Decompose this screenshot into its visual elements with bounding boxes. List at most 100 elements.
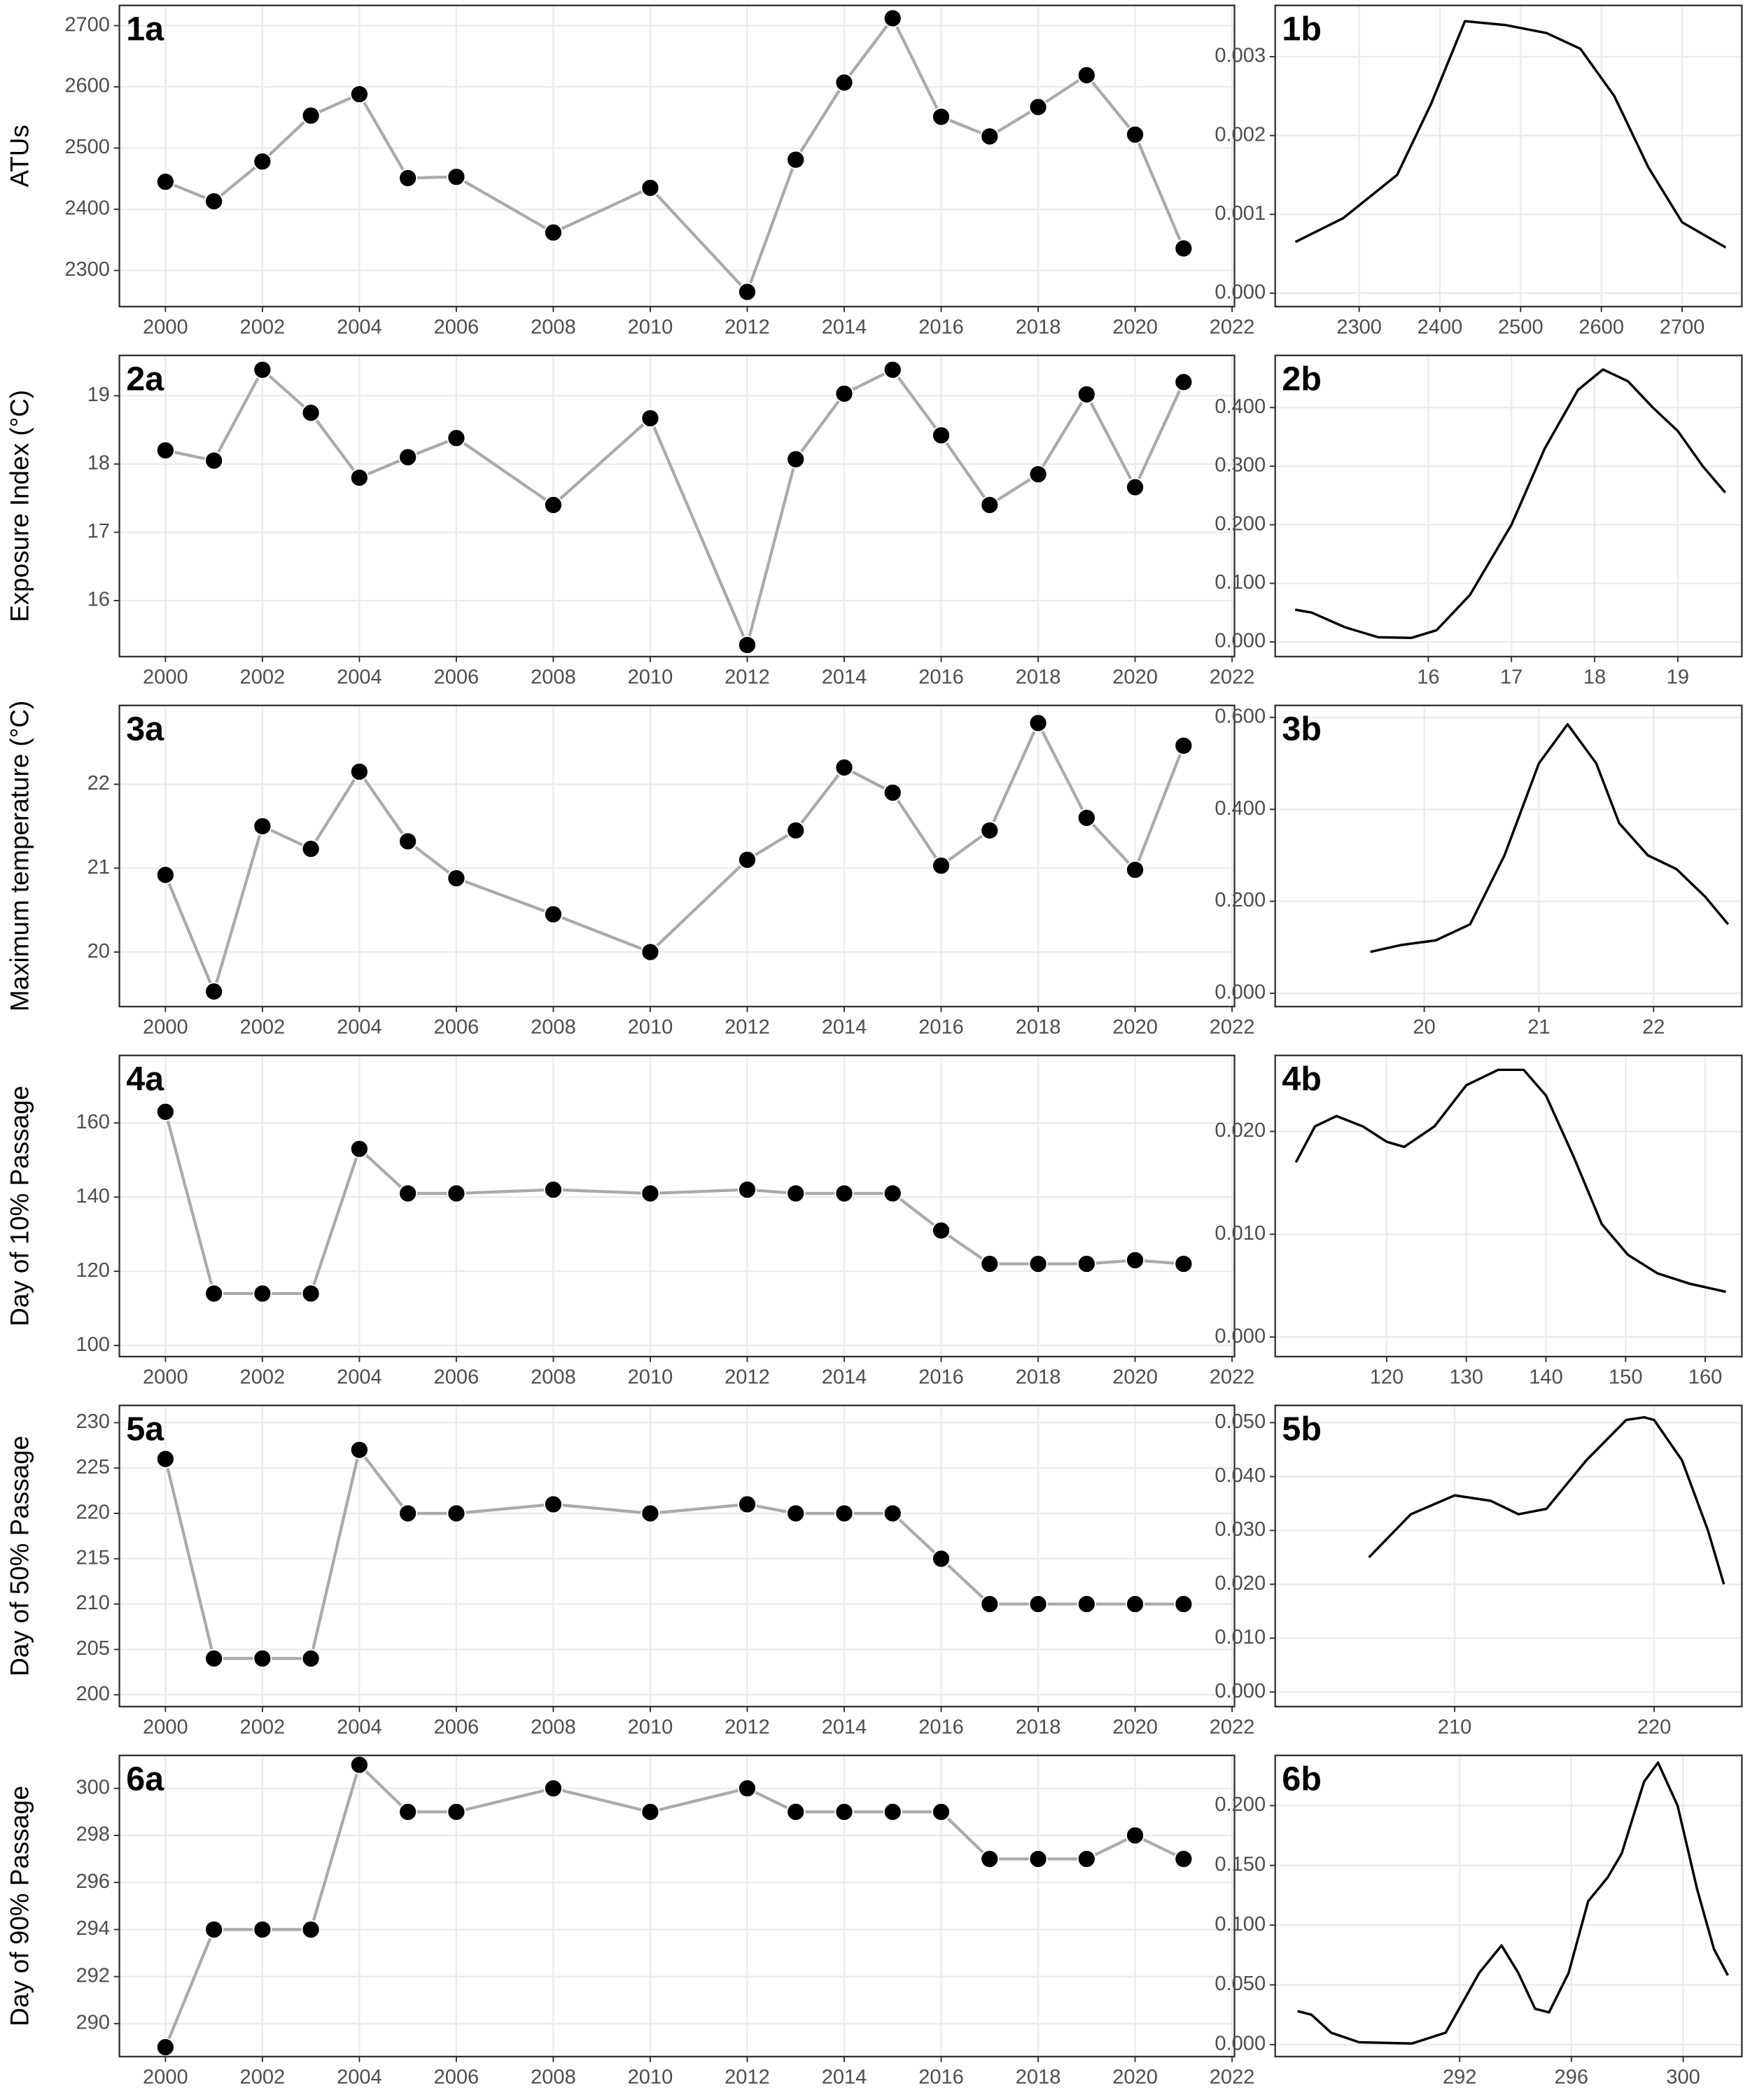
data-point [349, 1440, 369, 1460]
panel: 120 130 140 150 160 0.000 0.010 0.020 4b [1214, 1054, 1743, 1389]
y-tick-label: 0.000 [1214, 981, 1266, 1004]
x-tick-label: 2012 [724, 666, 770, 689]
data-point [883, 1504, 902, 1523]
x-tick-label: 2022 [1210, 666, 1255, 689]
x-tick-label: 300 [1666, 2066, 1700, 2089]
panel-border [1274, 354, 1743, 658]
data-point [1028, 713, 1048, 733]
data-point [301, 839, 321, 859]
y-tick-label: 2500 [64, 136, 110, 158]
y-tick-label: 225 [76, 1456, 110, 1478]
x-tick-label: 2008 [531, 2066, 576, 2089]
density-curve [1370, 722, 1730, 953]
data-point [155, 1102, 175, 1121]
data-point [543, 904, 564, 924]
y-tick-label: 2700 [64, 13, 110, 36]
data-point [1126, 860, 1145, 880]
x-tick-label: 2014 [822, 1016, 867, 1039]
x-tick-label: 2020 [1112, 1366, 1158, 1389]
panel: 292 296 300 0.000 0.050 0.100 0.150 0.200 6b [1214, 1754, 1743, 2089]
x-tick-label: 2002 [240, 1366, 286, 1389]
panel: 210 220 0.000 0.010 0.020 0.030 0.040 0.050 5b [1214, 1404, 1743, 1739]
x-tick-label: 20 [1413, 1016, 1435, 1039]
data-point [543, 1779, 564, 1798]
y-tick-label: 205 [76, 1637, 110, 1660]
panel-background [119, 705, 1235, 1007]
data-point [1174, 372, 1194, 392]
y-tick-label: 0.002 [1214, 123, 1266, 146]
x-tick-label: 160 [1688, 1366, 1722, 1389]
data-point [204, 1648, 224, 1668]
data-point [980, 820, 1000, 840]
data-point [253, 152, 272, 172]
panel-border [1274, 704, 1743, 1008]
y-axis-title: Maximum temperature (°C) [6, 701, 34, 1011]
data-point [204, 1919, 224, 1940]
panel: 2000 2002 2004 2006 2008 2010 2012 2014 2016 2018… [6, 1754, 1254, 2089]
data-point [737, 850, 757, 869]
y-tick-label: 0.050 [1214, 1410, 1266, 1433]
y-tick-label: 0.001 [1214, 202, 1266, 225]
data-point [834, 1184, 854, 1203]
x-tick-label: 2002 [240, 666, 286, 689]
x-tick-label: 2018 [1016, 1366, 1061, 1389]
data-point [1126, 125, 1145, 144]
panel-tag: 4a [126, 1060, 164, 1098]
data-point [786, 820, 806, 840]
panel-border [118, 1054, 1236, 1358]
data-point [1077, 384, 1096, 404]
x-tick-label: 19 [1667, 666, 1689, 689]
y-tick-label: 0.300 [1214, 454, 1266, 477]
y-tick-label: 230 [76, 1410, 110, 1433]
data-point [253, 360, 272, 379]
panel: 20 21 22 0.000 0.200 0.400 0.600 3b [1214, 704, 1743, 1039]
data-point [786, 1504, 806, 1523]
x-tick-label: 2016 [918, 2066, 964, 2089]
data-point [1028, 1594, 1048, 1614]
x-tick-label: 2020 [1112, 316, 1158, 339]
panel-tag: 6a [126, 1760, 164, 1798]
y-tick-label: 20 [88, 940, 110, 962]
data-point [1174, 239, 1194, 258]
y-tick-label: 0.003 [1214, 45, 1266, 67]
data-point [543, 223, 564, 242]
x-tick-label: 2006 [434, 316, 479, 339]
panel: 2000 2002 2004 2006 2008 2010 2012 2014 2016 2018… [6, 354, 1255, 689]
panel-border [1274, 1754, 1743, 2058]
x-tick-label: 2020 [1112, 1716, 1158, 1739]
data-point [349, 468, 369, 487]
x-tick-label: 2016 [918, 1016, 964, 1039]
data-point [786, 150, 806, 169]
y-tick-label: 200 [76, 1683, 110, 1705]
data-point [204, 192, 224, 211]
data-point [980, 1254, 1000, 1274]
panel-background [1275, 705, 1742, 1007]
x-tick-label: 2010 [628, 1366, 673, 1389]
y-tick-label: 2400 [64, 197, 110, 220]
data-point [349, 1139, 369, 1158]
data-point [1028, 1849, 1048, 1869]
data-point [447, 428, 466, 448]
data-point [301, 1648, 321, 1668]
data-point [155, 865, 175, 885]
x-tick-label: 2008 [531, 1716, 576, 1739]
x-tick-label: 210 [1438, 1716, 1471, 1739]
y-axis-title: Day of 50% Passage [6, 1436, 34, 1676]
x-tick-label: 150 [1609, 1366, 1642, 1389]
x-tick-label: 2002 [240, 2066, 286, 2089]
y-tick-label: 2600 [64, 75, 110, 97]
y-tick-label: 0.040 [1214, 1464, 1266, 1487]
data-point [301, 1284, 321, 1303]
density-curve [1294, 368, 1726, 639]
x-tick-label: 2700 [1660, 316, 1705, 339]
data-point [834, 1802, 854, 1821]
panel-border [118, 354, 1236, 658]
x-tick-label: 2020 [1112, 666, 1158, 689]
data-point [834, 757, 854, 778]
x-tick-label: 2008 [531, 316, 576, 339]
y-tick-label: 19 [88, 384, 110, 406]
y-tick-label: 0.000 [1214, 630, 1266, 652]
x-tick-label: 2000 [143, 1016, 188, 1039]
y-tick-label: 0.000 [1214, 1325, 1266, 1348]
